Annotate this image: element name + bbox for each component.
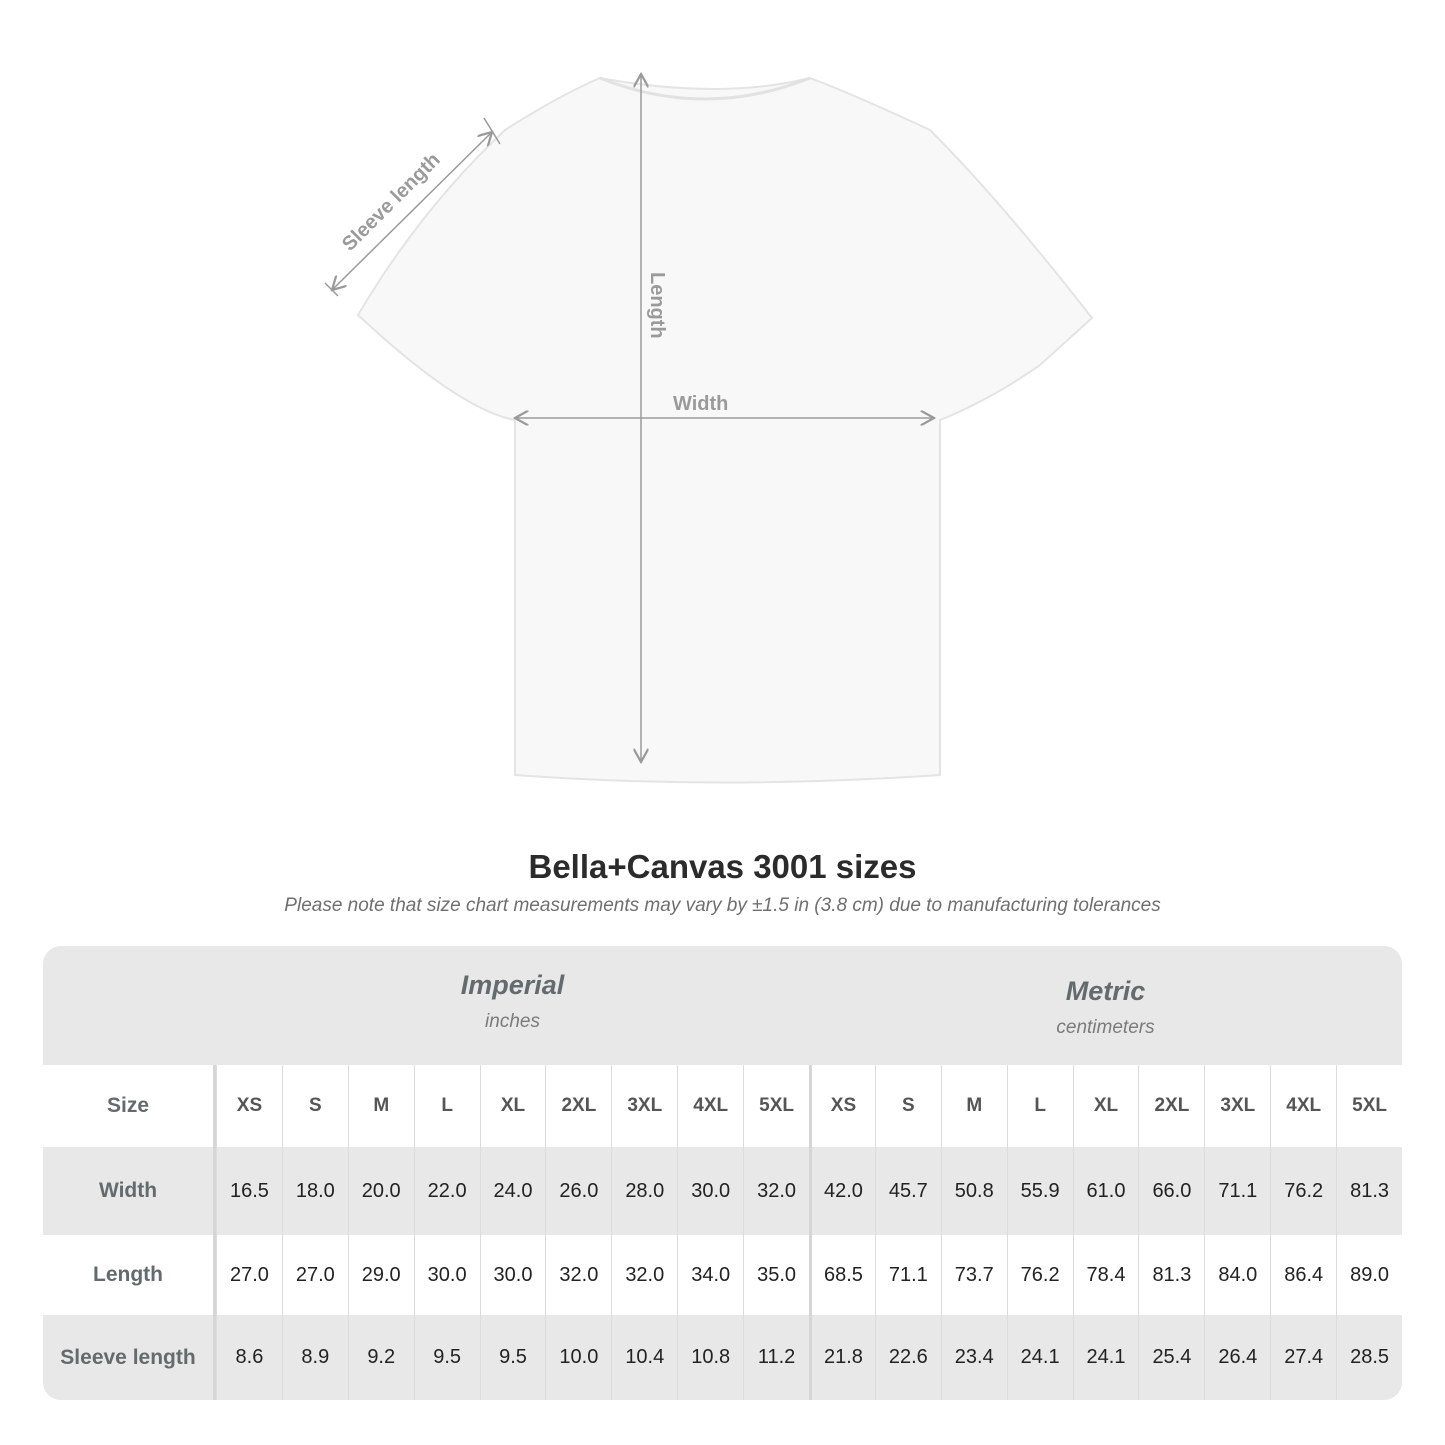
value-cell: 71.1 [874,1235,941,1315]
size-header-cell: S [874,1065,941,1147]
value-cell: 16.5 [216,1147,282,1235]
value-cell: 66.0 [1138,1147,1204,1235]
value-cell: 8.9 [281,1315,348,1400]
size-header-cell: 2XL [1138,1065,1204,1147]
value-cell: 26.0 [545,1147,611,1235]
row-label: Length [43,1235,216,1315]
size-header-cell: XL [1072,1065,1139,1147]
size-header-cell: L [1006,1065,1073,1147]
value-cell: 27.4 [1270,1315,1336,1400]
imperial-unit: inches [485,1011,540,1032]
value-cell: 10.8 [677,1315,743,1400]
tshirt-diagram: Sleeve length Length Width [324,0,1094,784]
value-cell: 81.3 [1138,1235,1204,1315]
value-cell: 28.5 [1336,1315,1402,1400]
value-cell: 78.4 [1072,1235,1139,1315]
value-cell: 11.2 [743,1315,809,1400]
table-row: Sleeve length 8.6 8.9 9.2 9.5 9.5 10.0 10.4 10.8… [43,1315,1402,1400]
value-cell: 32.0 [743,1147,809,1235]
length-label: Length [646,272,668,339]
size-header-cell: XL [479,1065,546,1147]
value-cell: 71.1 [1204,1147,1270,1235]
value-cell: 68.5 [809,1235,875,1315]
value-cell: 30.0 [677,1147,743,1235]
value-cell: 21.8 [809,1315,875,1400]
value-cell: 42.0 [809,1147,875,1235]
metric-header: Metric centimeters [809,952,1402,1071]
size-header-cell: 3XL [1204,1065,1270,1147]
sleeve-length-line [332,132,492,290]
value-cell: 22.0 [413,1147,480,1235]
value-cell: 55.9 [1006,1147,1073,1235]
row-label: Sleeve length [43,1315,216,1400]
value-cell: 30.0 [413,1235,480,1315]
value-cell: 50.8 [940,1147,1007,1235]
value-cell: 32.0 [611,1235,677,1315]
size-header-cell: 4XL [677,1065,743,1147]
value-cell: 26.4 [1204,1315,1270,1400]
value-cell: 24.1 [1006,1315,1073,1400]
value-cell: 27.0 [216,1235,282,1315]
value-cell: 32.0 [545,1235,611,1315]
value-cell: 34.0 [677,1235,743,1315]
value-cell: 61.0 [1072,1147,1139,1235]
size-header-cell: 5XL [1336,1065,1402,1147]
value-cell: 73.7 [940,1235,1007,1315]
value-cell: 76.2 [1270,1147,1336,1235]
value-cell: 29.0 [347,1235,414,1315]
size-header-cell: M [940,1065,1007,1147]
table-row: Length 27.0 27.0 29.0 30.0 30.0 32.0 32.0 34.0 35… [43,1235,1402,1315]
value-cell: 10.0 [545,1315,611,1400]
value-cell: 9.5 [413,1315,480,1400]
value-cell: 89.0 [1336,1235,1402,1315]
tolerance-note: Please note that size chart measurements… [284,895,1161,916]
size-table: Imperial inches Metric centimeters Size X… [43,946,1402,1400]
size-header-row: Size XS S M L XL 2XL 3XL 4XL 5XL XS S M L XL 2XL 3XL 4XL 5… [43,1065,1402,1147]
metric-title: Metric [1065,976,1146,1006]
size-header-cell: XS [216,1065,282,1147]
imperial-header: Imperial inches [216,946,809,1065]
row-label: Size [43,1065,216,1147]
width-label: Width [673,393,728,415]
value-cell: 8.6 [216,1315,282,1400]
tshirt-shape [356,76,1094,784]
size-header-cell: L [413,1065,480,1147]
value-cell: 27.0 [281,1235,348,1315]
value-cell: 45.7 [874,1147,941,1235]
value-cell: 9.5 [479,1315,546,1400]
value-cell: 84.0 [1204,1235,1270,1315]
value-cell: 18.0 [281,1147,348,1235]
value-cell: 24.0 [479,1147,546,1235]
value-cell: 23.4 [940,1315,1007,1400]
value-cell: 86.4 [1270,1235,1336,1315]
value-cell: 24.1 [1072,1315,1139,1400]
value-cell: 20.0 [347,1147,414,1235]
size-header-cell: XS [809,1065,875,1147]
metric-unit: centimeters [1056,1017,1155,1038]
size-header-cell: 4XL [1270,1065,1336,1147]
row-label: Width [43,1147,216,1235]
table-row: Width 16.5 18.0 20.0 22.0 24.0 26.0 28.0 30.0 32.… [43,1147,1402,1235]
value-cell: 10.4 [611,1315,677,1400]
imperial-title: Imperial [460,970,565,1000]
value-cell: 30.0 [479,1235,546,1315]
size-header-cell: 5XL [743,1065,809,1147]
value-cell: 9.2 [347,1315,414,1400]
value-cell: 25.4 [1138,1315,1204,1400]
size-header-cell: 2XL [545,1065,611,1147]
value-cell: 22.6 [874,1315,941,1400]
value-cell: 76.2 [1006,1235,1073,1315]
value-cell: 28.0 [611,1147,677,1235]
value-cell: 35.0 [743,1235,809,1315]
size-header-cell: M [347,1065,414,1147]
size-header-cell: S [281,1065,348,1147]
value-cell: 81.3 [1336,1147,1402,1235]
size-header-cell: 3XL [611,1065,677,1147]
page-title: Bella+Canvas 3001 sizes [528,848,917,885]
